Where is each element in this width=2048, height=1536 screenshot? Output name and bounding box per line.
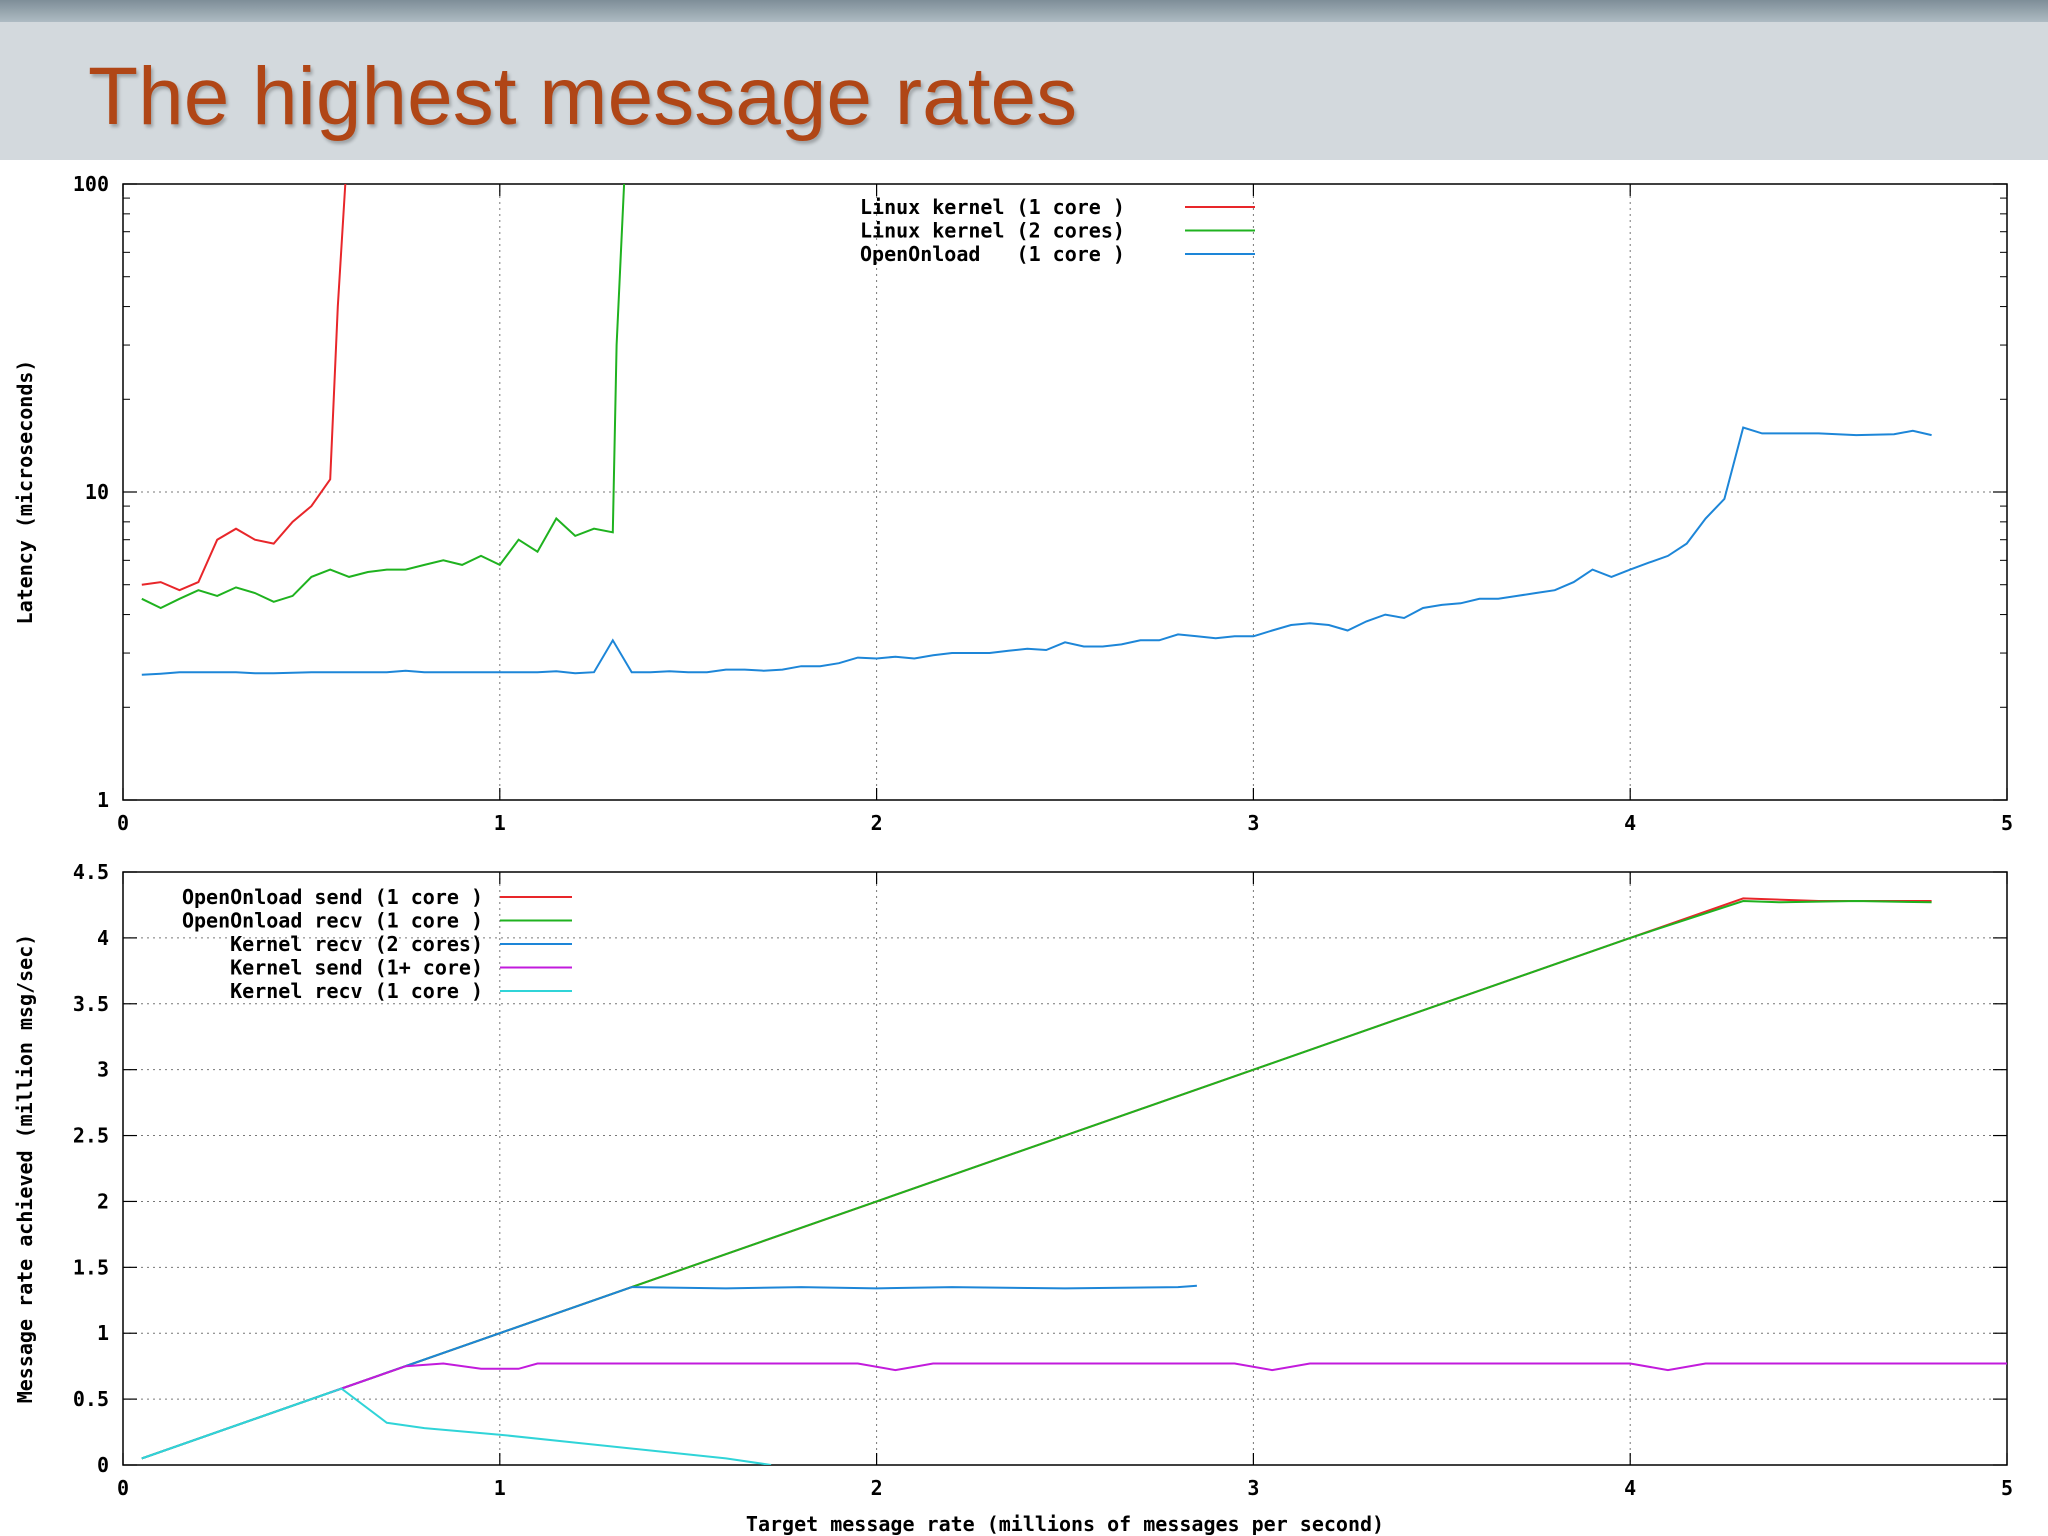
chart2-x-tick-label: 4	[1624, 1476, 1636, 1500]
chart2-y-tick-label: 0	[97, 1453, 109, 1477]
chart1-legend-label-2: Linux kernel (2 cores)	[860, 219, 1125, 243]
chart2-series-line-2	[141, 899, 1932, 1460]
chart2-y-tick-label: 1	[97, 1321, 109, 1345]
chart2-y-tick-label: 2	[97, 1189, 109, 1213]
chart1-x-tick-label: 4	[1624, 811, 1636, 835]
slide-top-bar	[0, 0, 2048, 22]
chart2-y-tick-label: 1.5	[73, 1255, 109, 1279]
chart2-legend-label-4: Kernel send (1+ core)	[230, 956, 483, 980]
chart1-legend-label-1: Linux kernel (1 core )	[860, 195, 1125, 219]
slide-title: The highest message rates	[88, 51, 1078, 142]
chart1-x-tick-label: 2	[871, 811, 883, 835]
chart1-x-tick-label: 0	[117, 811, 129, 835]
slide-header: The highest message rates	[0, 22, 2048, 160]
chart1-y-tick-label: 1	[97, 788, 109, 812]
chart1-y-tick-label: 10	[85, 480, 109, 504]
chart2-y-tick-label: 2.5	[73, 1124, 109, 1148]
chart2-x-tick-label: 0	[117, 1476, 129, 1500]
chart2-y-tick-label: 0.5	[73, 1387, 109, 1411]
chart2-y-tick-label: 3.5	[73, 992, 109, 1016]
chart2-y-tick-label: 4.5	[73, 860, 109, 884]
chart2-x-tick-label: 5	[2001, 1476, 2013, 1500]
chart2-x-tick-label: 3	[1247, 1476, 1259, 1500]
chart2-legend-label-3: Kernel recv (2 cores)	[230, 932, 483, 956]
chart1-y-axis-label: Latency (microseconds)	[13, 360, 37, 625]
chart1-legend-label-3: OpenOnload (1 core )	[860, 242, 1125, 266]
chart2-legend-label-5: Kernel recv (1 core )	[230, 979, 483, 1003]
chart1-x-tick-label: 5	[2001, 811, 2013, 835]
chart1-series-line-3	[141, 426, 1932, 676]
chart2-y-axis-label: Message rate achieved (million msg/sec)	[13, 934, 37, 1404]
chart2-y-tick-label: 4	[97, 926, 109, 950]
chart2-plot-frame	[122, 871, 2008, 1466]
chart2-y-tick-label: 3	[97, 1058, 109, 1082]
chart2-series-line-5	[141, 1387, 772, 1465]
chart2-legend-label-1: OpenOnload send (1 core )	[182, 885, 483, 909]
chart2-x-tick-label: 2	[871, 1476, 883, 1500]
chart2-x-tick-label: 1	[494, 1476, 506, 1500]
chart1-series-line-1	[141, 184, 347, 592]
chart1-x-tick-label: 3	[1247, 811, 1259, 835]
chart2-series-line-3	[141, 1284, 1197, 1460]
chart1-x-tick-label: 1	[494, 811, 506, 835]
chart2-legend-label-2: OpenOnload recv (1 core )	[182, 909, 483, 933]
chart2-series-line-4	[329, 1362, 2007, 1394]
chart2-x-axis-label: Target message rate (millions of message…	[746, 1512, 1384, 1536]
chart1-y-tick-label: 100	[73, 172, 109, 196]
chart1-series-line-2	[141, 184, 626, 610]
